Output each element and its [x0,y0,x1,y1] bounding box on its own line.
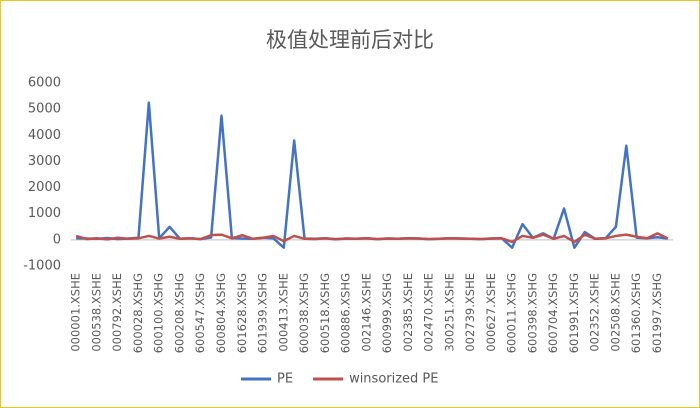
x-tick-label: 600100.XSHG [152,273,166,353]
y-tick-label: 2000 [28,180,61,195]
x-tick-label: 600028.XSHG [131,273,145,353]
x-tick-label: 002352.XSHE [588,273,602,352]
x-tick-label: 600398.XSHG [525,273,539,353]
x-tick-label: 300251.XSHE [442,273,456,352]
y-tick-label: 0 [53,232,61,247]
x-tick-label: 000627.XSHE [484,273,498,352]
x-tick-label: 600704.XSHG [546,273,560,353]
x-tick-label: 600038.XSHG [297,273,311,353]
series-line [76,101,668,249]
x-tick-label: 601997.XSHG [650,273,664,353]
x-tick-label: 002739.XSHE [463,273,477,352]
x-tick-label: 600208.XSHG [172,273,186,353]
x-tick-label: 002146.XSHE [359,273,373,352]
x-tick-label: 002508.XSHE [608,273,622,352]
series-line [75,232,669,244]
y-tick-label: -1000 [23,259,61,274]
x-tick-label: 600804.XSHG [214,273,228,353]
y-tick-label: 1000 [28,206,61,221]
x-tick-label: 600011.XSHG [505,273,519,353]
x-tick-label: 601991.XSHG [567,273,581,353]
x-tick-label: 600547.XSHG [193,273,207,353]
x-tick-label: 000413.XSHE [276,273,290,352]
x-tick-label: 002470.XSHE [422,273,436,352]
x-tick-label: 600999.XSHG [380,273,394,353]
x-tick-label: 600886.XSHG [339,273,353,353]
y-tick-label: 3000 [28,154,61,169]
y-tick-label: 5000 [28,102,61,117]
x-tick-label: 600518.XSHG [318,273,332,353]
legend-label: winsorized PE [349,372,438,387]
y-tick-label: 4000 [28,128,61,143]
x-tick-label: 000538.XSHE [89,273,103,352]
x-tick-label: 000001.XSHE [69,273,83,352]
y-tick-label: 6000 [28,76,61,91]
x-tick-label: 601360.XSHG [629,273,643,353]
x-tick-label: 002385.XSHE [401,273,415,352]
chart-title: 极值处理前后对比 [266,28,434,52]
x-tick-label: 601628.XSHG [235,273,249,353]
x-tick-label: 000792.XSHE [110,273,124,352]
legend-label: PE [277,372,293,387]
x-tick-label: 601939.XSHG [256,273,270,353]
